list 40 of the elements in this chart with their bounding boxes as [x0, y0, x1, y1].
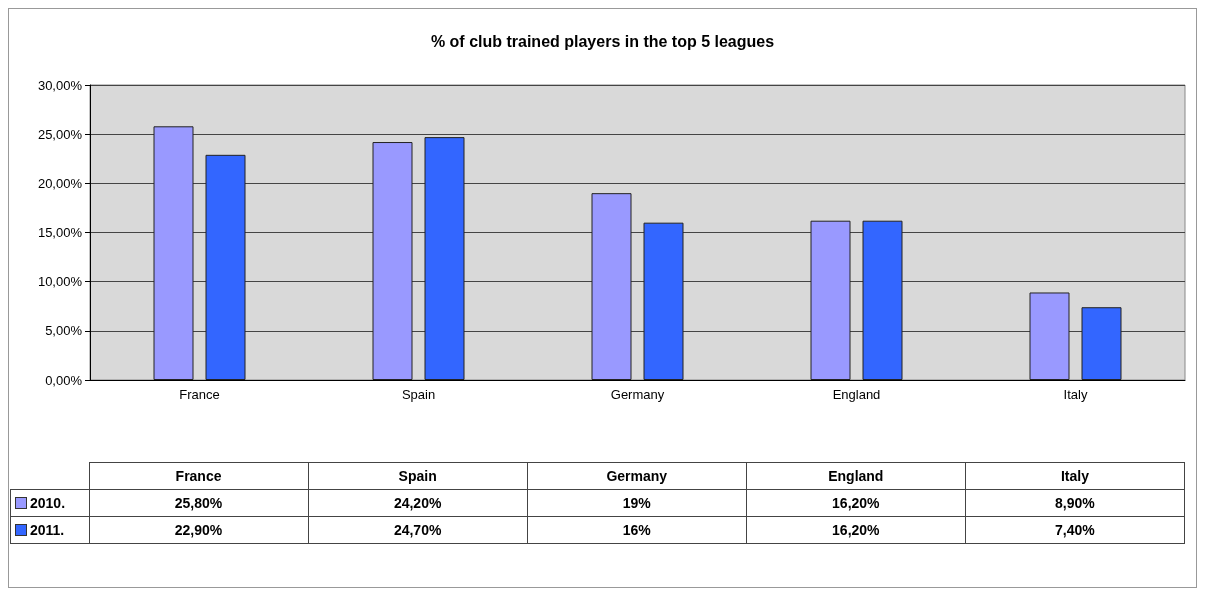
y-tick-label: 25,00%: [37, 126, 83, 142]
y-tick-label: 5,00%: [45, 323, 83, 339]
bar: [1029, 292, 1070, 380]
category-label: Spain: [398, 468, 437, 484]
data-label: 19%: [527, 489, 747, 517]
data-label: 25,80%: [89, 489, 309, 517]
category-label: Italy: [1060, 468, 1089, 484]
legend-label: 2011.: [10, 516, 89, 544]
y-tick-label: 0,00%: [45, 372, 83, 388]
bar: [591, 193, 632, 380]
data-label: 24,20%: [308, 489, 528, 517]
x-tick-label: England: [832, 387, 881, 402]
y-tick-label: 15,00%: [37, 225, 83, 240]
bar: [205, 154, 246, 380]
bar: [810, 220, 851, 380]
bar: [372, 142, 413, 380]
bar: [862, 220, 903, 380]
bar: [424, 137, 465, 380]
data-label: 16,20%: [746, 489, 966, 517]
category-label: Germany: [606, 468, 668, 484]
category-label: France: [175, 468, 222, 484]
x-tick-label: Spain: [401, 387, 436, 402]
data-label: 24,70%: [308, 516, 528, 544]
x-tick-label: Italy: [1063, 387, 1088, 402]
chart-title: % of club trained players in the top 5 leagues: [430, 32, 775, 50]
bar: [153, 126, 194, 380]
bar: [1081, 307, 1122, 380]
y-tick-label: 20,00%: [37, 175, 83, 191]
y-tick-label: 10,00%: [37, 274, 83, 290]
data-label: 16%: [527, 516, 747, 544]
y-tick-label: 30,00%: [37, 77, 83, 93]
x-tick-label: Germany: [610, 387, 665, 402]
category-label: England: [828, 468, 884, 484]
data-label: 7,40%: [965, 516, 1185, 544]
data-label: 22,90%: [89, 516, 309, 544]
x-tick-label: France: [179, 387, 220, 402]
bar: [643, 222, 684, 380]
data-label: 8,90%: [965, 489, 1185, 517]
data-label: 16,20%: [746, 516, 966, 544]
legend-label: 2010.: [10, 489, 89, 517]
